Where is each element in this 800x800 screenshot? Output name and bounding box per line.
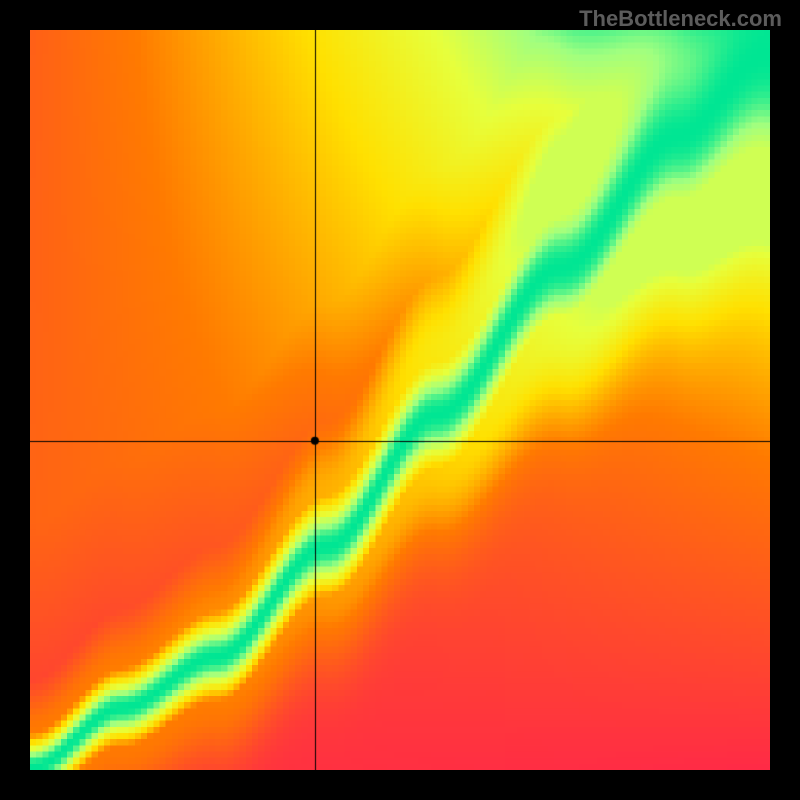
watermark-text: TheBottleneck.com xyxy=(579,6,782,32)
bottleneck-heatmap xyxy=(30,30,770,770)
chart-container: { "watermark": { "text": "TheBottleneck.… xyxy=(0,0,800,800)
